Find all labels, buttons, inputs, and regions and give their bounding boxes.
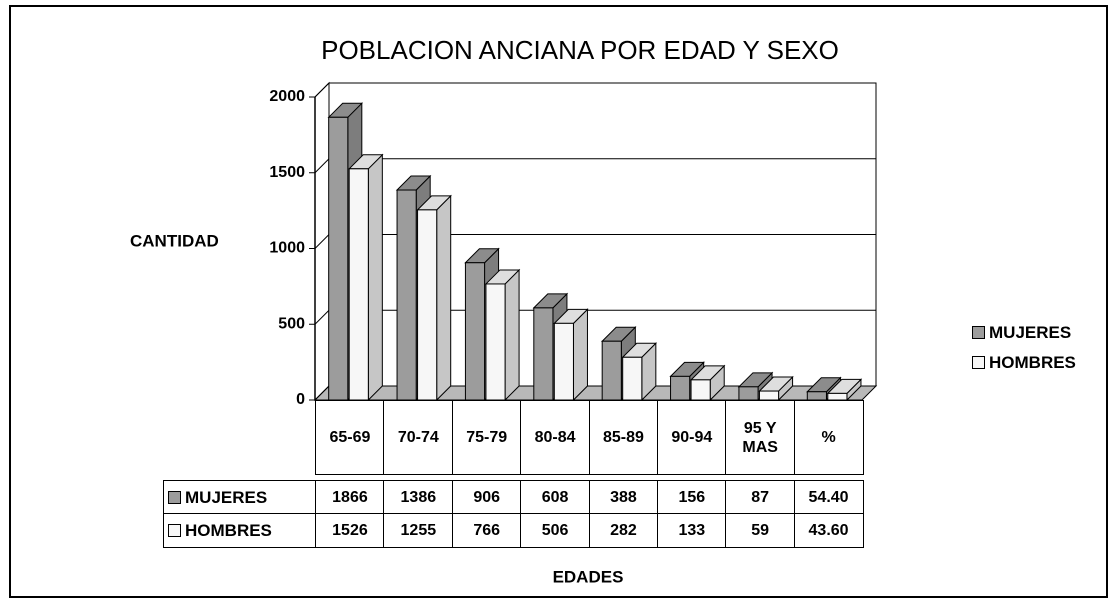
legend-key xyxy=(168,490,181,504)
bar-front xyxy=(670,375,691,401)
table-row-label: HOMBRES xyxy=(163,513,317,548)
table-header-cell: 80-84 xyxy=(520,400,590,475)
bar-front xyxy=(348,168,369,401)
bar xyxy=(347,153,384,402)
legend-key xyxy=(972,355,985,369)
bar xyxy=(758,375,794,402)
bar-side xyxy=(367,153,383,402)
table-header-cell: 90-94 xyxy=(656,400,727,475)
row-label-text: HOMBRES xyxy=(185,520,272,540)
y-tick-label: 1500 xyxy=(269,164,305,181)
table-value: 766 xyxy=(451,513,522,548)
table-header-cell: 70-74 xyxy=(383,400,454,475)
bar-front xyxy=(758,390,780,401)
bar-front xyxy=(806,391,827,401)
bar-front xyxy=(328,116,349,401)
legend-key xyxy=(972,325,985,339)
grid-line xyxy=(314,385,330,401)
bar xyxy=(553,308,589,402)
table-value: 43.60 xyxy=(793,513,864,548)
bar-front xyxy=(690,379,711,401)
grid-line xyxy=(314,309,330,325)
table-value: 608 xyxy=(520,480,590,515)
bar-front xyxy=(417,209,438,401)
table-value: 282 xyxy=(588,513,659,548)
table-header-cell: 85-89 xyxy=(588,400,659,475)
bar-front xyxy=(622,356,643,401)
table-value: 59 xyxy=(725,513,796,548)
legend-label: HOMBRES xyxy=(989,352,1076,372)
bar xyxy=(689,364,726,402)
table-value: 1866 xyxy=(315,480,385,515)
bar-front xyxy=(533,307,554,401)
y-tick-label: 0 xyxy=(296,391,305,408)
bar-front xyxy=(738,386,759,401)
legend-label: MUJERES xyxy=(989,322,1072,342)
row-label-text: MUJERES xyxy=(185,487,268,507)
grid-line xyxy=(314,82,330,98)
table-value: 1386 xyxy=(383,480,454,515)
bar-side xyxy=(436,194,452,402)
table-value: 1255 xyxy=(383,513,454,548)
table-value: 506 xyxy=(520,513,590,548)
table-header-cell: 75-79 xyxy=(451,400,522,475)
chart-title: POBLACION ANCIANA POR EDAD Y SEXO xyxy=(321,35,839,65)
legend-key xyxy=(168,523,181,537)
bar-front xyxy=(485,283,506,401)
bar-front xyxy=(601,340,622,401)
bar xyxy=(484,268,521,402)
y-tick-label: 1000 xyxy=(269,240,305,257)
bar-front xyxy=(464,262,486,401)
bar xyxy=(826,378,863,402)
table-value: 1526 xyxy=(315,513,385,548)
frame xyxy=(9,5,1108,598)
bar-side xyxy=(572,308,588,402)
legend-entry: HOMBRES xyxy=(972,348,1076,376)
table-header-cell: 95 Y MAS xyxy=(725,400,796,475)
y-tick-label: 2000 xyxy=(269,88,305,105)
y-tick-label: 500 xyxy=(278,315,305,332)
x-axis-label: EDADES xyxy=(553,567,624,586)
grid-line xyxy=(314,158,330,174)
table-value: 54.40 xyxy=(793,480,864,515)
bar-side xyxy=(504,268,520,402)
bar-front xyxy=(827,392,848,401)
table-value: 156 xyxy=(656,480,727,515)
table-row-label: MUJERES xyxy=(163,480,317,515)
table-value: 906 xyxy=(451,480,522,515)
table-header-cell: % xyxy=(793,400,864,475)
y-axis-label: CANTIDAD xyxy=(130,231,219,250)
grid-line xyxy=(314,234,330,249)
bar-front xyxy=(553,322,574,401)
legend-entry: MUJERES xyxy=(972,318,1072,346)
table-value: 388 xyxy=(588,480,659,515)
table-value: 133 xyxy=(656,513,727,548)
table-header-cell: 65-69 xyxy=(315,400,385,475)
bar xyxy=(621,342,658,402)
bar-front xyxy=(396,189,417,401)
bar xyxy=(416,194,452,402)
table-value: 87 xyxy=(725,480,796,515)
